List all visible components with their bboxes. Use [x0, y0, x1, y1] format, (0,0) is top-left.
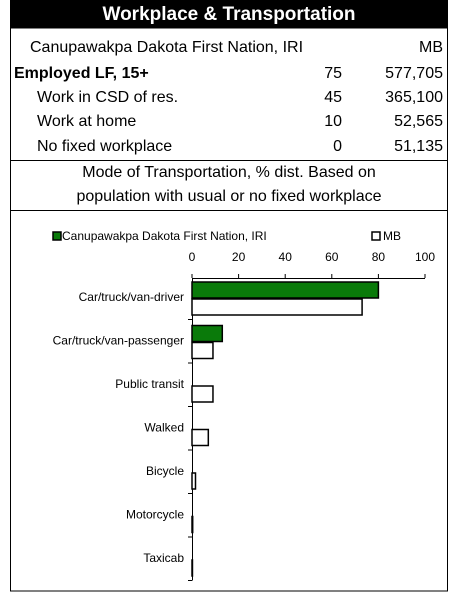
title: Workplace & Transportation	[102, 4, 355, 25]
col-head: Canupawakpa Dakota First Nation, IRI	[30, 39, 303, 56]
y-tick-label: Bicycle	[146, 464, 184, 478]
row-label: Employed LF, 15+	[14, 65, 149, 82]
cell: 577,705	[385, 65, 443, 82]
bar	[192, 430, 208, 446]
x-tick-label: 60	[325, 250, 339, 264]
legend-swatch	[53, 232, 61, 240]
legend-label: MB	[383, 229, 401, 243]
x-tick-label: 80	[372, 250, 386, 264]
y-tick-label: Walked	[144, 421, 184, 435]
bar	[192, 343, 213, 359]
y-tick-label: Taxicab	[143, 551, 184, 565]
bar	[192, 473, 195, 489]
cell: 45	[324, 89, 342, 106]
row-label: Work in CSD of res.	[37, 89, 178, 106]
bar	[192, 282, 378, 298]
bar	[192, 299, 362, 315]
y-tick-label: Public transit	[115, 377, 184, 391]
cell: 75	[324, 65, 342, 82]
cell: 51,135	[394, 138, 443, 155]
cell: 365,100	[385, 89, 443, 106]
legend-label: Canupawakpa Dakota First Nation, IRI	[62, 229, 267, 243]
col-head: MB	[419, 39, 443, 56]
bar	[192, 326, 222, 342]
note: population with usual or no fixed workpl…	[76, 188, 381, 205]
legend-swatch	[372, 232, 380, 240]
y-tick-label: Car/truck/van-driver	[79, 290, 184, 304]
bar	[192, 517, 193, 533]
x-tick-label: 20	[232, 250, 246, 264]
cell: 52,565	[394, 113, 443, 130]
x-tick-label: 40	[279, 250, 293, 264]
y-tick-label: Motorcycle	[126, 508, 184, 522]
row-label: No fixed workplace	[37, 138, 172, 155]
y-tick-label: Car/truck/van-passenger	[53, 334, 184, 348]
note: Mode of Transportation, % dist. Based on	[82, 164, 376, 181]
row-label: Work at home	[37, 113, 136, 130]
bar	[192, 386, 213, 402]
cell: 0	[333, 138, 342, 155]
cell: 10	[324, 113, 342, 130]
x-tick-label: 0	[189, 250, 196, 264]
x-tick-label: 100	[415, 250, 435, 264]
